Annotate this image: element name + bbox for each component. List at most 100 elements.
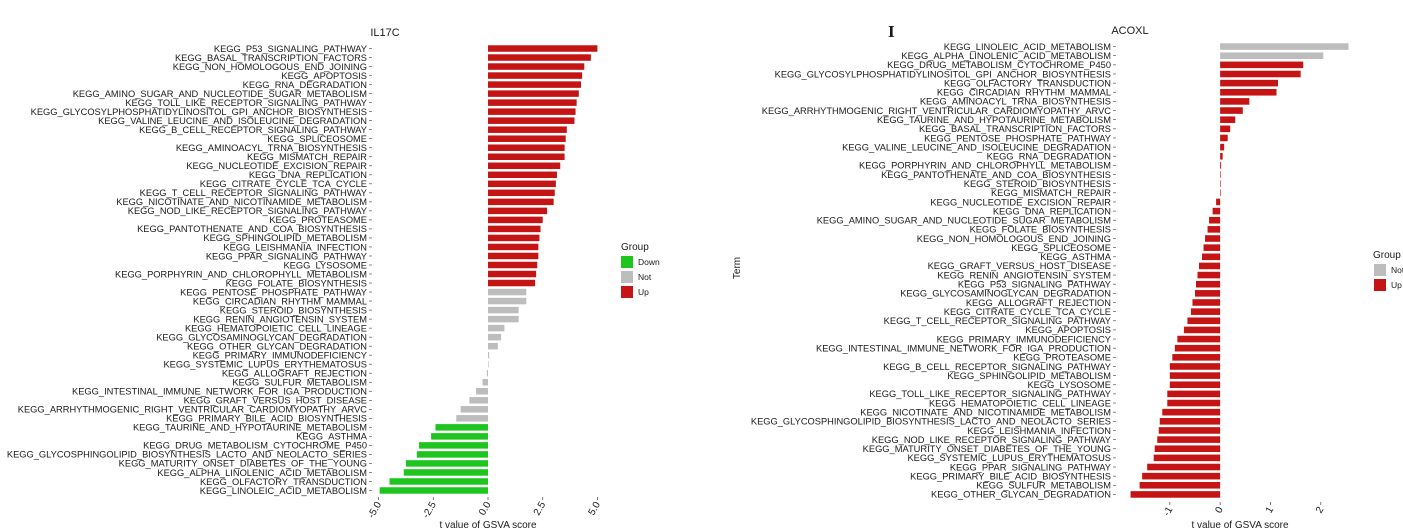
acoxl-bar — [1220, 171, 1221, 178]
il17c-panel: IL17C KEGG_P53_SIGNALING_PATHWAYKEGG_BAS… — [7, 27, 660, 531]
acoxl-bar — [1207, 226, 1221, 233]
il17c-term-label: KEGG_HEMATOPOIETIC_CELL_LINEAGE — [185, 323, 367, 333]
acoxl-term-label: KEGG_SPHINGOLIPID_METABOLISM — [947, 371, 1111, 381]
acoxl-bar — [1220, 180, 1221, 187]
il17c-bar — [488, 270, 537, 278]
il17c-x-axis-title: t value of GSVA score — [439, 520, 537, 531]
il17c-bar — [435, 424, 488, 431]
il17c-term-label: KEGG_T_CELL_RECEPTOR_SIGNALING_PATHWAY — [140, 188, 367, 198]
acoxl-term-label: KEGG_ASTHMA — [1040, 252, 1112, 262]
il17c-bar — [488, 153, 565, 160]
acoxl-term-label: KEGG_NON_HOMOLOGOUS_END_JOINING — [917, 234, 1111, 244]
acoxl-term-label: KEGG_ALPHA_LINOLENIC_ACID_METABOLISM — [901, 51, 1111, 61]
il17c-bar — [488, 360, 489, 368]
acoxl-term-label: KEGG_SPLICEOSOME — [1011, 243, 1111, 253]
acoxl-term-label: KEGG_VALINE_LEUCINE_AND_ISOLEUCINE_DEGRA… — [842, 142, 1111, 152]
acoxl-term-label: KEGG_BASAL_TRANSCRIPTION_FACTORS — [919, 124, 1111, 134]
acoxl-term-label: KEGG_TAURINE_AND_HYPOTAURINE_METABOLISM — [877, 115, 1111, 125]
il17c-term-label: KEGG_NUCLEOTIDE_EXCISION_REPAIR — [186, 161, 367, 171]
acoxl-bar — [1195, 280, 1221, 288]
il17c-bar — [488, 126, 567, 133]
il17c-legend-title: Group — [621, 242, 649, 253]
il17c-term-label: KEGG_OLFACTORY_TRANSDUCTION — [200, 477, 367, 487]
acoxl-term-label: KEGG_LINOLEIC_ACID_METABOLISM — [944, 42, 1111, 52]
il17c-bar — [488, 171, 557, 179]
acoxl-bar — [1220, 98, 1250, 105]
acoxl-bar — [1220, 152, 1223, 160]
il17c-term-label: KEGG_NON_HOMOLOGOUS_END_JOINING — [173, 62, 367, 72]
acoxl-term-label: KEGG_NUCLEOTIDE_EXCISION_REPAIR — [930, 197, 1111, 207]
il17c-term-label: KEGG_PANTOTHENATE_AND_COA_BIOSYNTHESIS — [137, 224, 367, 234]
il17c-legend: Group Down Not Up — [621, 242, 660, 298]
il17c-term-label: KEGG_LYSOSOME — [283, 260, 367, 270]
acoxl-term-label: KEGG_OTHER_GLYCAN_DEGRADATION — [931, 490, 1111, 500]
acoxl-bar — [1190, 308, 1221, 315]
acoxl-term-label: KEGG_GRAFT_VERSUS_HOST_DISEASE — [928, 261, 1111, 271]
acoxl-term-label: KEGG_PPAR_SIGNALING_PATHWAY — [950, 462, 1111, 472]
acoxl-term-label: KEGG_GLYCOSPHINGOLIPID_BIOSYNTHESIS_LACT… — [751, 417, 1111, 427]
acoxl-term-labels: KEGG_LINOLEIC_ACID_METABOLISMKEGG_ALPHA_… — [751, 42, 1116, 500]
acoxl-bar — [1183, 326, 1221, 334]
acoxl-bar — [1172, 354, 1221, 361]
il17c-legend-label-down: Down — [638, 257, 660, 267]
il17c-term-label: KEGG_SULFUR_METABOLISM — [232, 378, 367, 388]
il17c-term-label: KEGG_PROTEASOME — [269, 215, 367, 225]
il17c-term-label: KEGG_ASTHMA — [296, 432, 368, 442]
il17c-term-label: KEGG_ALLOGRAFT_REJECTION — [222, 369, 367, 379]
il17c-bar — [488, 144, 565, 151]
acoxl-bar — [1220, 134, 1228, 142]
il17c-bar — [488, 297, 527, 305]
acoxl-bar — [1174, 344, 1221, 352]
acoxl-term-label: KEGG_PRIMARY_IMMUNODEFICIENCY — [937, 334, 1111, 344]
il17c-term-label: KEGG_LINOLEIC_ACID_METABOLISM — [200, 486, 367, 496]
il17c-bar — [389, 478, 488, 485]
il17c-bar — [475, 388, 488, 395]
il17c-bar — [488, 351, 490, 359]
acoxl-bar — [1220, 125, 1231, 133]
acoxl-x-tick-label: 1 — [1264, 505, 1277, 516]
acoxl-bars — [1130, 43, 1349, 498]
il17c-term-label: KEGG_DNA_REPLICATION — [249, 170, 367, 180]
il17c-term-label: KEGG_GLYCOSAMINOGLYCAN_DEGRADATION — [156, 332, 367, 342]
il17c-bar — [488, 189, 555, 197]
acoxl-bar — [1220, 116, 1236, 123]
acoxl-bar — [1220, 143, 1225, 151]
il17c-bar — [488, 81, 582, 88]
il17c-bar — [488, 252, 539, 260]
il17c-bar — [488, 180, 556, 188]
acoxl-term-label: KEGG_PANTOTHENATE_AND_COA_BIOSYNTHESIS — [881, 170, 1111, 180]
acoxl-bar — [1167, 390, 1221, 398]
acoxl-bar — [1220, 43, 1349, 50]
il17c-term-label: KEGG_BASAL_TRANSCRIPTION_FACTORS — [175, 53, 367, 63]
acoxl-term-label: KEGG_RNA_DEGRADATION — [987, 152, 1111, 162]
il17c-bar — [488, 207, 548, 215]
il17c-bar — [488, 243, 539, 251]
acoxl-legend-label-up: Up — [1391, 280, 1402, 290]
acoxl-bar — [1154, 445, 1221, 453]
il17c-legend-swatch-not — [621, 271, 633, 283]
acoxl-bar — [1177, 335, 1221, 343]
acoxl-bar — [1192, 299, 1221, 306]
acoxl-term-label: KEGG_GLYCOSAMINOGLYCAN_DEGRADATION — [900, 289, 1111, 299]
acoxl-x-axis-title: t value of GSVA score — [1191, 520, 1289, 531]
il17c-term-label: KEGG_CITRATE_CYCLE_TCA_CYCLE — [200, 179, 367, 189]
acoxl-legend-swatch-not — [1374, 264, 1386, 276]
acoxl-term-label: KEGG_OLFACTORY_TRANSDUCTION — [944, 78, 1111, 88]
il17c-term-label: KEGG_SYSTEMIC_LUPUS_ERYTHEMATOSUS — [163, 360, 367, 370]
il17c-bar — [488, 333, 502, 341]
acoxl-term-label: KEGG_DRUG_METABOLISM_CYTOCHROME_P450 — [887, 60, 1111, 70]
il17c-term-label: KEGG_NOD_LIKE_RECEPTOR_SIGNALING_PATHWAY — [128, 206, 367, 216]
acoxl-term-label: KEGG_CITRATE_CYCLE_TCA_CYCLE — [944, 307, 1111, 317]
acoxl-term-label: KEGG_P53_SIGNALING_PATHWAY — [958, 280, 1111, 290]
panel-letter: I — [888, 22, 895, 41]
il17c-term-label: KEGG_DRUG_METABOLISM_CYTOCHROME_P450 — [143, 441, 367, 451]
acoxl-term-label: KEGG_MISMATCH_REPAIR — [991, 188, 1111, 198]
il17c-bar — [488, 324, 505, 332]
acoxl-term-label: KEGG_AMINO_SUGAR_AND_NUCLEOTIDE_SUGAR_ME… — [817, 216, 1111, 226]
acoxl-term-label: KEGG_INTESTINAL_IMMUNE_NETWORK_FOR_IGA_P… — [816, 343, 1111, 353]
il17c-term-label: KEGG_VALINE_LEUCINE_AND_ISOLEUCINE_DEGRA… — [98, 116, 367, 126]
acoxl-term-label: KEGG_HEMATOPOIETIC_CELL_LINEAGE — [929, 398, 1111, 408]
acoxl-x-tick-label: 2 — [1314, 505, 1327, 516]
acoxl-bar — [1169, 381, 1221, 389]
il17c-bar — [488, 72, 583, 79]
